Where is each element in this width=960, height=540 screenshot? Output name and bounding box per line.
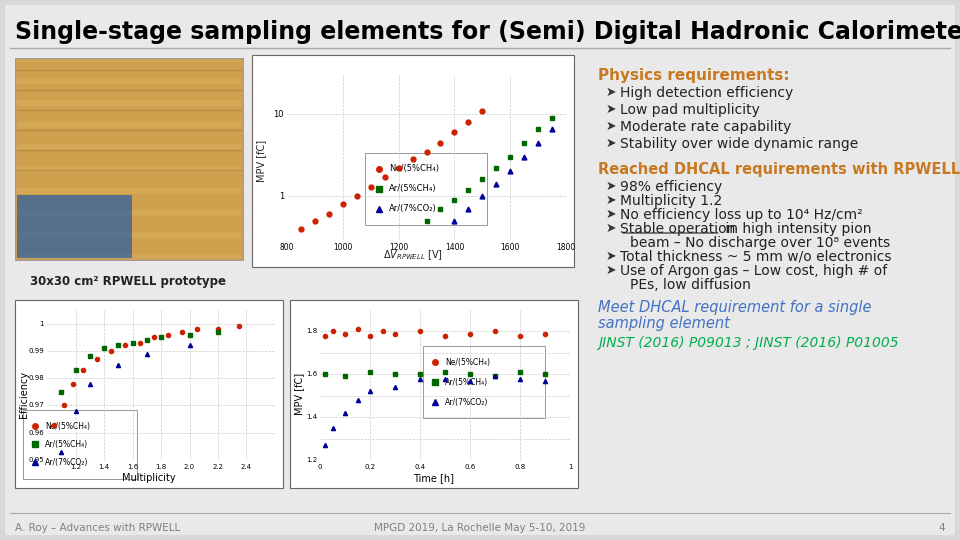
Text: 98% efficiency: 98% efficiency (620, 180, 722, 194)
Text: Low pad multiplicity: Low pad multiplicity (620, 103, 760, 117)
Text: Ar/(5%CH₄): Ar/(5%CH₄) (45, 440, 88, 449)
Text: Ar/(7%CO₂): Ar/(7%CO₂) (445, 397, 489, 407)
Text: 1: 1 (567, 464, 572, 470)
FancyBboxPatch shape (17, 195, 132, 258)
FancyBboxPatch shape (17, 150, 241, 166)
Text: 2.2: 2.2 (212, 464, 224, 470)
Text: 0.95: 0.95 (29, 457, 44, 463)
Text: ➤: ➤ (606, 137, 616, 150)
FancyBboxPatch shape (23, 410, 137, 479)
FancyBboxPatch shape (17, 172, 241, 188)
FancyBboxPatch shape (17, 84, 241, 100)
FancyBboxPatch shape (17, 216, 241, 232)
Text: 1600: 1600 (500, 243, 520, 252)
Text: Total thickness ~ 5 mm w/o electronics: Total thickness ~ 5 mm w/o electronics (620, 250, 892, 264)
Text: ➤: ➤ (606, 194, 616, 207)
Text: JINST (2016) P09013 ; JINST (2016) P01005: JINST (2016) P09013 ; JINST (2016) P0100… (598, 336, 899, 350)
Text: MPV [fC]: MPV [fC] (294, 373, 304, 415)
Text: Ne/(5%CH₄): Ne/(5%CH₄) (389, 165, 439, 173)
Text: Moderate rate capability: Moderate rate capability (620, 120, 791, 134)
Text: 1.6: 1.6 (127, 464, 138, 470)
FancyBboxPatch shape (17, 128, 241, 144)
FancyBboxPatch shape (252, 55, 574, 267)
Text: 2.4: 2.4 (241, 464, 252, 470)
Text: Meet DHCAL requirement for a single: Meet DHCAL requirement for a single (598, 300, 872, 315)
Text: Ar/(5%CH₄): Ar/(5%CH₄) (445, 377, 488, 387)
Text: 1: 1 (39, 321, 44, 327)
Text: 0.8: 0.8 (515, 464, 526, 470)
Text: Reached DHCAL requirements with RPWELL: Reached DHCAL requirements with RPWELL (598, 162, 960, 177)
Text: 1800: 1800 (557, 243, 576, 252)
Text: 1.8: 1.8 (305, 328, 317, 334)
Text: PEs, low diffusion: PEs, low diffusion (630, 278, 751, 292)
Text: Stable operation: Stable operation (620, 222, 735, 236)
Text: Time [h]: Time [h] (414, 473, 454, 483)
Text: ➤: ➤ (606, 120, 616, 133)
Text: Ne/(5%CH₄): Ne/(5%CH₄) (45, 422, 90, 430)
FancyBboxPatch shape (17, 62, 241, 78)
Text: Multiplicity: Multiplicity (122, 473, 176, 483)
Text: 0: 0 (318, 464, 323, 470)
Text: 1.8: 1.8 (156, 464, 167, 470)
Text: beam – No discharge over 10⁸ events: beam – No discharge over 10⁸ events (630, 236, 890, 250)
FancyBboxPatch shape (290, 300, 578, 488)
Text: Ne/(5%CH₄): Ne/(5%CH₄) (445, 357, 490, 367)
Text: 0.97: 0.97 (28, 402, 44, 408)
FancyBboxPatch shape (423, 346, 545, 418)
Text: 0.4: 0.4 (415, 464, 425, 470)
Text: 1400: 1400 (444, 243, 464, 252)
Text: ➤: ➤ (606, 222, 616, 235)
FancyBboxPatch shape (17, 238, 241, 254)
Text: 1.4: 1.4 (99, 464, 109, 470)
Text: Use of Argon gas – Low cost, high # of: Use of Argon gas – Low cost, high # of (620, 264, 887, 278)
Text: A. Roy – Advances with RPWELL: A. Roy – Advances with RPWELL (15, 523, 180, 533)
FancyBboxPatch shape (17, 60, 241, 258)
Text: 0.98: 0.98 (28, 375, 44, 381)
Text: 1000: 1000 (333, 243, 352, 252)
Text: Efficiency: Efficiency (19, 370, 29, 417)
Text: 1.6: 1.6 (305, 372, 317, 377)
FancyBboxPatch shape (365, 153, 487, 225)
FancyBboxPatch shape (15, 300, 283, 488)
Text: 1.2: 1.2 (306, 457, 317, 463)
Text: ➤: ➤ (606, 264, 616, 277)
Text: Stability over wide dynamic range: Stability over wide dynamic range (620, 137, 858, 151)
Text: Multiplicity 1.2: Multiplicity 1.2 (620, 194, 722, 208)
Text: Single-stage sampling elements for (Semi) Digital Hadronic Calorimeter – (S)DHCA: Single-stage sampling elements for (Semi… (15, 20, 960, 44)
Text: 1: 1 (278, 192, 284, 201)
Text: Ar/(5%CH₄): Ar/(5%CH₄) (389, 185, 437, 193)
Text: 2.0: 2.0 (184, 464, 195, 470)
FancyBboxPatch shape (17, 194, 241, 210)
Text: 0.99: 0.99 (28, 348, 44, 354)
Text: ➤: ➤ (606, 86, 616, 99)
Text: Physics requirements:: Physics requirements: (598, 68, 790, 83)
Text: 800: 800 (279, 243, 295, 252)
FancyBboxPatch shape (5, 5, 955, 535)
Text: Ar/(7%CO₂): Ar/(7%CO₂) (389, 205, 437, 213)
Text: 10: 10 (274, 110, 284, 119)
Text: 4: 4 (938, 523, 945, 533)
Text: 1.2: 1.2 (70, 464, 81, 470)
FancyBboxPatch shape (17, 106, 241, 122)
Text: $\Delta V_{RPWELL}$ [V]: $\Delta V_{RPWELL}$ [V] (383, 248, 443, 262)
Text: 30x30 cm² RPWELL prototype: 30x30 cm² RPWELL prototype (30, 275, 226, 288)
Text: 0.2: 0.2 (365, 464, 375, 470)
Text: in high intensity pion: in high intensity pion (721, 222, 872, 236)
Text: 1.4: 1.4 (306, 414, 317, 420)
Text: 0.6: 0.6 (465, 464, 475, 470)
Text: ➤: ➤ (606, 208, 616, 221)
Text: sampling element: sampling element (598, 316, 730, 331)
Text: MPV [fC]: MPV [fC] (256, 140, 266, 182)
Text: ➤: ➤ (606, 250, 616, 263)
Text: ➤: ➤ (606, 180, 616, 193)
Text: Ar/(7%CO₂): Ar/(7%CO₂) (45, 457, 88, 467)
Text: High detection efficiency: High detection efficiency (620, 86, 793, 100)
FancyBboxPatch shape (15, 58, 243, 260)
Text: No efficiency loss up to 10⁴ Hz/cm²: No efficiency loss up to 10⁴ Hz/cm² (620, 208, 863, 222)
Text: ➤: ➤ (606, 103, 616, 116)
Text: 1200: 1200 (389, 243, 408, 252)
Text: MPGD 2019, La Rochelle May 5-10, 2019: MPGD 2019, La Rochelle May 5-10, 2019 (374, 523, 586, 533)
Text: 0.96: 0.96 (28, 430, 44, 436)
